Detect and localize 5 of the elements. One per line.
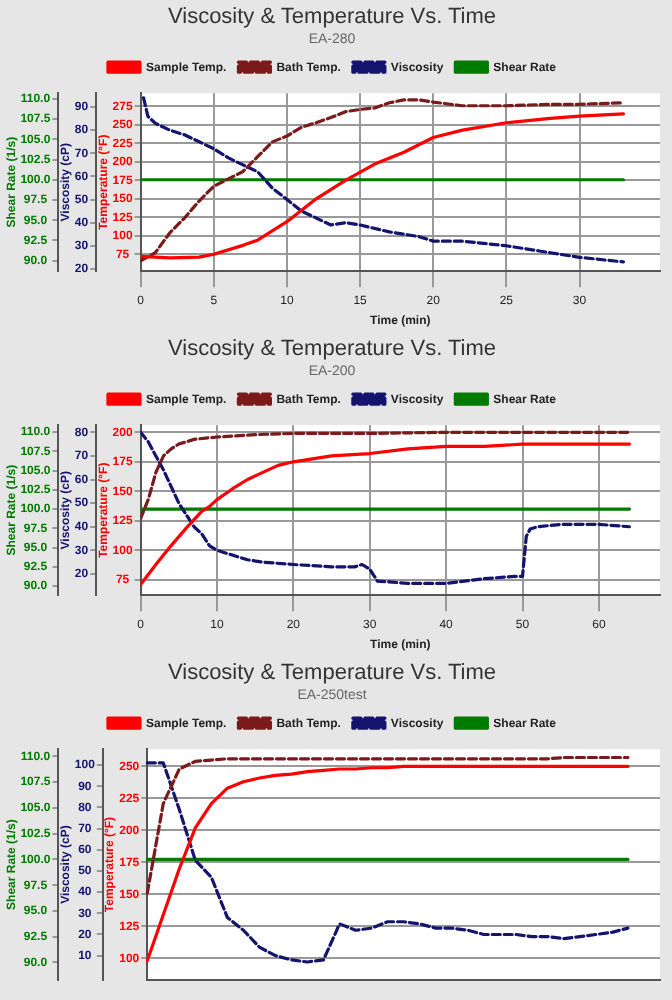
chart-title: Viscosity & Temperature Vs. Time — [167, 337, 497, 362]
chart-title: Viscosity & Temperature Vs. Time — [167, 661, 497, 686]
line-series — [140, 430, 632, 521]
line-series — [145, 755, 630, 895]
chart-title: Viscosity & Temperature Vs. Time — [167, 5, 497, 30]
